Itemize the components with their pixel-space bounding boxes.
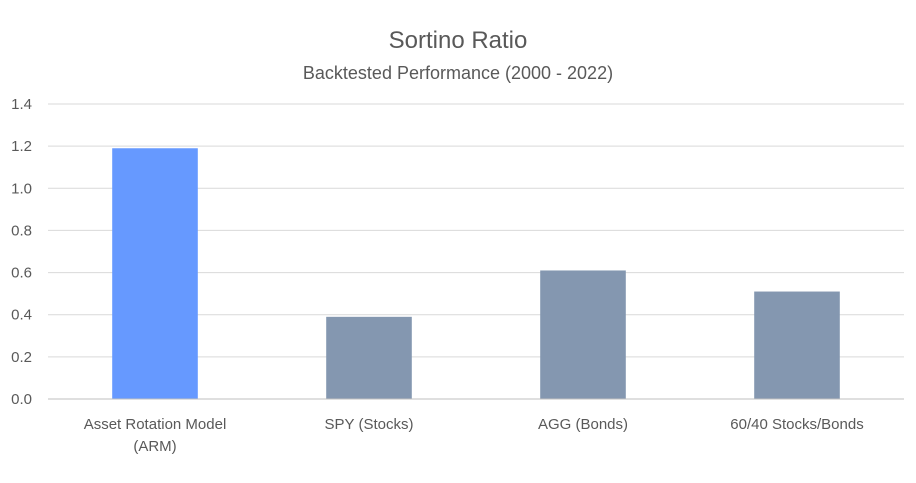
x-category-label: 60/40 Stocks/Bonds — [730, 416, 863, 433]
x-category-label: Asset Rotation Model — [84, 416, 227, 433]
chart-title: Sortino Ratio — [389, 27, 528, 54]
y-tick-label: 1.0 — [11, 180, 32, 197]
y-tick-label: 0.0 — [11, 391, 32, 408]
x-category-label: (ARM) — [133, 438, 176, 455]
y-tick-label: 1.4 — [11, 96, 32, 113]
bar — [754, 291, 840, 399]
y-tick-label: 0.8 — [11, 222, 32, 239]
bars — [112, 148, 840, 399]
bar — [540, 270, 626, 399]
bar — [326, 316, 412, 399]
x-category-label: SPY (Stocks) — [325, 416, 414, 433]
y-tick-label: 0.2 — [11, 349, 32, 366]
y-axis-ticks: 0.0 0.2 0.4 0.6 0.8 1.0 1.2 1.4 — [11, 96, 32, 408]
bar — [112, 148, 198, 399]
y-tick-label: 0.6 — [11, 265, 32, 282]
y-tick-label: 0.4 — [11, 307, 32, 324]
y-tick-label: 1.2 — [11, 138, 32, 155]
x-category-label: AGG (Bonds) — [538, 416, 628, 433]
chart-subtitle: Backtested Performance (2000 - 2022) — [303, 63, 613, 83]
x-axis-labels: Asset Rotation Model (ARM) SPY (Stocks) AGG… — [84, 416, 864, 455]
